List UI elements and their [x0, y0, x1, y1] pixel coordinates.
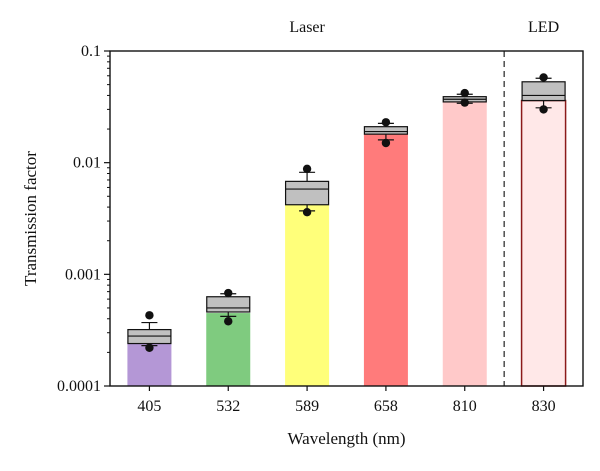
- x-tick-label: 658: [374, 398, 398, 415]
- y-tick-label: 0.0001: [57, 378, 101, 395]
- bar-810: [442, 100, 487, 387]
- outlier-point-0: [539, 73, 548, 82]
- outlier-point-1: [460, 98, 469, 107]
- box-589: [284, 164, 330, 217]
- outlier-point-0: [381, 118, 391, 127]
- x-axis: 405 532 589 658 810 830: [137, 386, 556, 415]
- box-405: [127, 311, 172, 352]
- outlier-point-0: [460, 88, 469, 98]
- box-532: [206, 288, 251, 326]
- outlier-point-1: [302, 208, 312, 217]
- outlier-point-1: [145, 343, 154, 352]
- outlier-point-0: [224, 288, 233, 298]
- box-iqr: [521, 81, 566, 102]
- outlier-point-1: [381, 138, 391, 148]
- y-axis-title: Transmission factor: [21, 151, 40, 286]
- x-tick-label: 532: [216, 398, 240, 415]
- x-tick-label: 405: [137, 398, 161, 415]
- outlier-point-0: [145, 311, 154, 320]
- x-tick-label: 810: [453, 398, 477, 415]
- y-tick-label: 0.1: [81, 43, 101, 60]
- plot-frame: [109, 50, 584, 387]
- outlier-point-0: [302, 164, 312, 174]
- box-810: [442, 88, 487, 107]
- y-tick-label: 0.001: [65, 266, 101, 283]
- x-tick-label: 830: [532, 398, 556, 415]
- y-axis: 0.0001 0.001 0.01 0.1: [57, 43, 110, 395]
- y-tick-label: 0.01: [73, 155, 101, 172]
- bar-830: [520, 99, 567, 387]
- outlier-point-1: [224, 317, 233, 326]
- box-iqr: [284, 180, 330, 206]
- bars: [127, 99, 567, 387]
- box-plots: [127, 73, 566, 352]
- group-labels: Laser LED: [289, 19, 559, 36]
- plot-area: [109, 50, 584, 387]
- outlier-point-1: [539, 105, 548, 114]
- box-830: [521, 73, 566, 114]
- box-iqr: [363, 126, 409, 135]
- bar-658: [363, 134, 408, 386]
- box-658: [363, 118, 409, 148]
- x-axis-title: Wavelength (nm): [287, 429, 405, 448]
- group-label-laser: Laser: [289, 19, 325, 36]
- group-label-led: LED: [528, 19, 559, 36]
- x-tick-label: 589: [295, 398, 319, 415]
- bar-589: [285, 204, 330, 386]
- box-iqr: [206, 296, 251, 313]
